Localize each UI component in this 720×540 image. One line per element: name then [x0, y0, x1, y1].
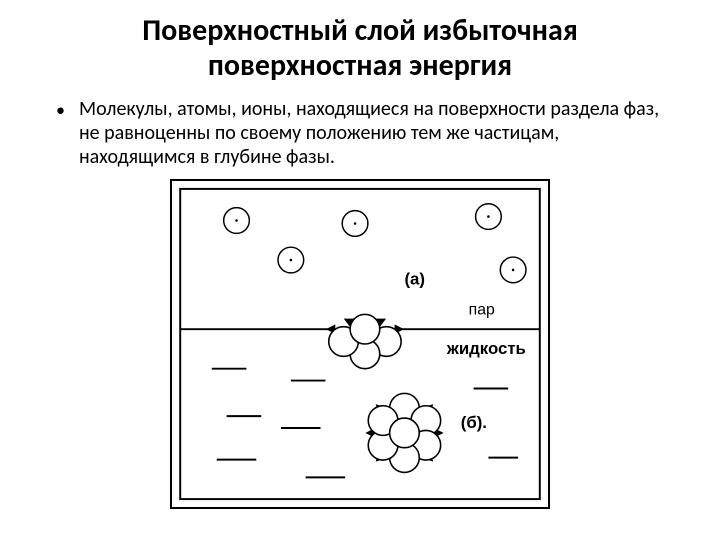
svg-text:(б).: (б). — [461, 413, 487, 432]
bullet-marker: • — [56, 100, 65, 122]
diagram-container: (а) пар жидкость (б). — [50, 179, 670, 509]
page-title: Поверхностный слой избыточная поверхност… — [50, 14, 670, 83]
svg-text:пар: пар — [469, 301, 495, 318]
svg-text:жидкость: жидкость — [446, 339, 526, 358]
phase-diagram: (а) пар жидкость (б). — [170, 179, 550, 509]
bullet-text: Молекулы, атомы, ионы, находящиеся на по… — [79, 97, 670, 169]
svg-text:(а): (а) — [404, 270, 425, 289]
bullet-item: • Молекулы, атомы, ионы, находящиеся на … — [50, 97, 670, 169]
